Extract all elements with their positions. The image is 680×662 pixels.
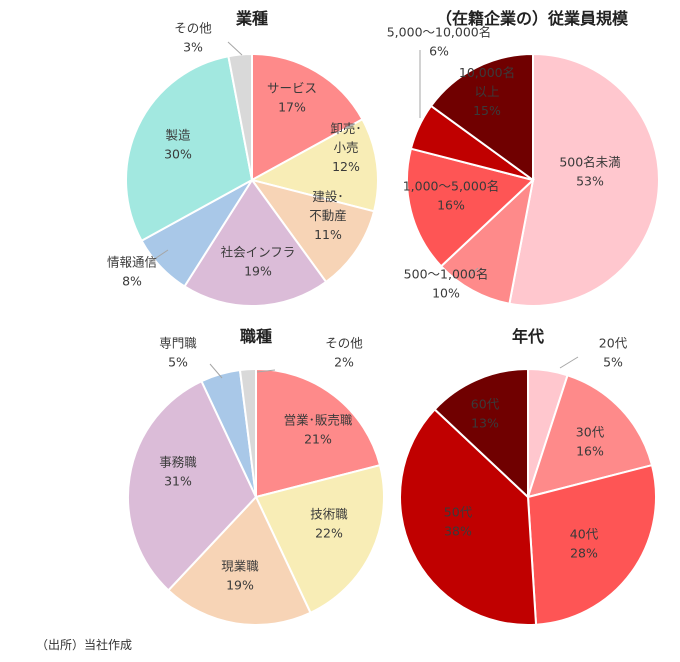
- slice-label: サービス 17%: [267, 81, 317, 115]
- slice-label: 60代 13%: [471, 397, 500, 431]
- chart-age: 年代 20代 5% 30代 16% 40代 28% 50代 38% 60代 13%: [399, 327, 657, 626]
- chart-industry: 業種 サービス 17% 卸売･小売 12% 建設･不動産 11% 社会インフラ 19% 情報通信…: [107, 9, 379, 308]
- chart-title: （在籍企業の）従業員規模: [436, 9, 629, 28]
- pie-slice: [254, 463, 385, 615]
- slice-label: 情報通信 8%: [107, 255, 157, 289]
- slice-label: 技術職 22%: [310, 507, 348, 541]
- leader-line: [256, 369, 276, 373]
- slice-label: その他 2%: [325, 336, 363, 370]
- slice-label: 営業･販売職 21%: [284, 413, 353, 447]
- pie-slice: [526, 373, 654, 499]
- slice-label: 専門職 5%: [159, 336, 197, 370]
- slice-label: その他 3%: [174, 21, 212, 55]
- pie-slice: [183, 178, 328, 308]
- leader-line: [209, 363, 223, 379]
- slice-label: 卸売･小売 12%: [330, 121, 361, 174]
- slice-label: 40代 28%: [570, 527, 599, 561]
- chart-title: 業種: [235, 9, 268, 28]
- source-note: （出所）当社作成: [36, 638, 133, 652]
- pie-slice: [508, 52, 660, 307]
- slice-label: 50代 38%: [444, 505, 473, 539]
- pie-slice: [127, 379, 258, 592]
- slice-label: 500名未満 53%: [559, 155, 620, 189]
- chart-company-size: （在籍企業の）従業員規模 500名未満 53% 500～1,000名 10% 1,000…: [387, 9, 660, 307]
- slice-label: 現業職 19%: [221, 559, 259, 593]
- chart-title: 職種: [240, 327, 272, 346]
- leader-line: [149, 249, 169, 263]
- leader-line: [559, 356, 579, 369]
- chart-job-type: 職種 営業･販売職 21% 技術職 22% 現業職 19% 事務職 31% 専門職 5% その他 2%: [127, 327, 385, 626]
- pie-slice: [399, 407, 538, 626]
- slice-label: 製造 30%: [164, 128, 192, 162]
- pie-slice: [166, 495, 312, 626]
- slice-label: 500～1,000名 10%: [404, 267, 489, 301]
- pie-slice: [526, 463, 657, 626]
- pie-slice: [249, 178, 376, 284]
- pie-slice: [249, 117, 379, 213]
- slice-label: 建設･不動産 11%: [309, 189, 347, 242]
- pie-slice: [406, 147, 536, 268]
- slice-label: 10,000名以上 15%: [459, 65, 515, 118]
- pie-slice: [429, 52, 534, 182]
- pie-slice: [238, 367, 257, 498]
- pie-slice: [125, 55, 254, 243]
- slice-label: 事務職 31%: [159, 455, 197, 489]
- pie-slice: [251, 52, 364, 182]
- leader-line: [227, 41, 243, 56]
- leader-line: [467, 267, 479, 278]
- slice-label: 30代 16%: [576, 425, 605, 459]
- slice-label: 社会インフラ 19%: [221, 245, 296, 279]
- pie-slice: [433, 367, 529, 500]
- slice-label: 20代 5%: [599, 336, 628, 370]
- pie-slice: [227, 52, 253, 181]
- chart-title: 年代: [512, 327, 544, 346]
- slice-label: 1,000～5,000名 16%: [403, 179, 500, 213]
- pie-slice: [439, 177, 535, 305]
- slice-label: 5,000～10,000名 6%: [387, 25, 492, 59]
